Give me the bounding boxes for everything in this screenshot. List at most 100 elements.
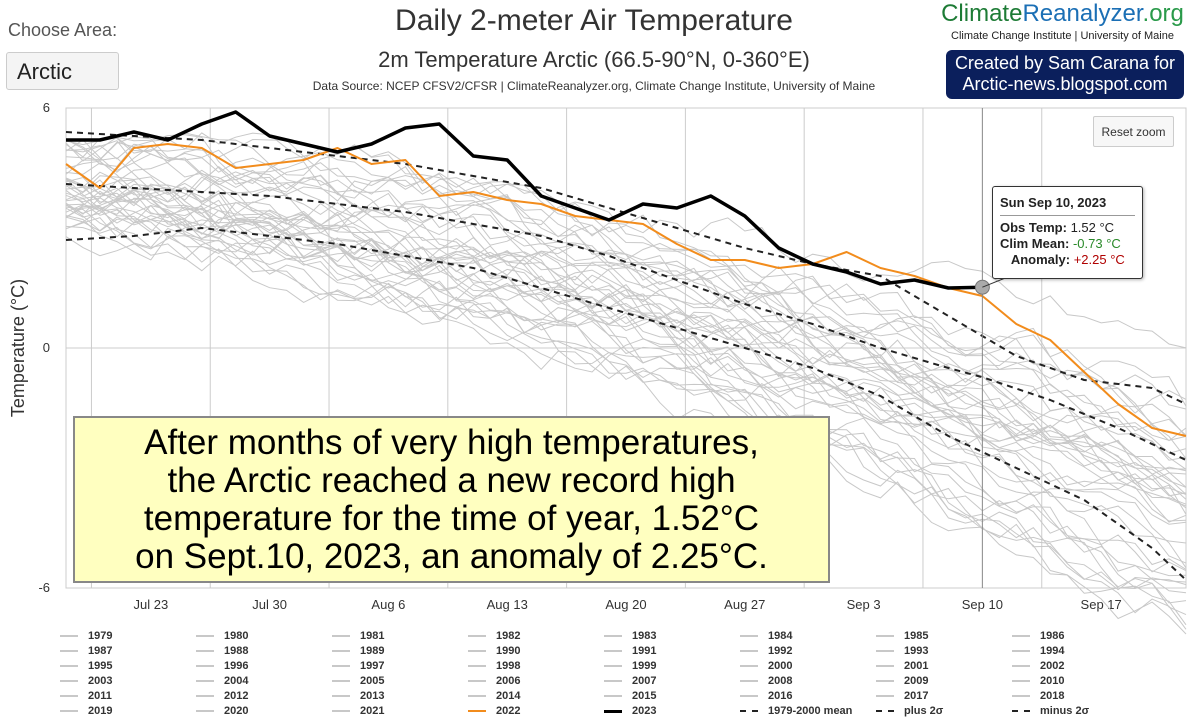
legend-label: 2007 (632, 675, 657, 687)
legend-swatch (604, 695, 622, 698)
legend-item-1994[interactable]: 1994 (1012, 645, 1064, 657)
legend-item-1995[interactable]: 1995 (60, 660, 112, 672)
tooltip-obs: Obs Temp: 1.52 °C (1000, 220, 1115, 235)
legend-swatch (876, 680, 894, 683)
background-year-line (65, 215, 1187, 594)
legend-item-1998[interactable]: 1998 (468, 660, 520, 672)
legend-swatch (196, 680, 214, 683)
background-year-line (65, 205, 1187, 589)
legend-swatch (604, 665, 622, 668)
logo-subtext: Climate Change Institute | University of… (951, 30, 1174, 42)
climate-reanalyzer-logo[interactable]: ClimateReanalyzer.org Climate Change Ins… (940, 0, 1185, 42)
legend-label: 1997 (360, 660, 385, 672)
background-year-line (65, 183, 1187, 461)
legend-item-2023[interactable]: 2023 (604, 705, 656, 717)
legend-swatch (60, 650, 78, 653)
legend-swatch (60, 710, 78, 713)
legend-swatch (1012, 650, 1030, 653)
legend-item-1983[interactable]: 1983 (604, 630, 656, 642)
legend-item-1989[interactable]: 1989 (332, 645, 384, 657)
legend-swatch (740, 710, 758, 713)
legend-swatch (332, 695, 350, 698)
background-year-line (65, 138, 1187, 349)
legend-item-1986[interactable]: 1986 (1012, 630, 1064, 642)
area-select[interactable]: Arctic (6, 52, 119, 90)
legend-item-1985[interactable]: 1985 (876, 630, 928, 642)
legend-item-1982[interactable]: 1982 (468, 630, 520, 642)
legend-label: 1979-2000 mean (768, 705, 853, 717)
background-year-line (65, 176, 1187, 522)
legend-label: 1994 (1040, 645, 1065, 657)
legend-item-2021[interactable]: 2021 (332, 705, 384, 717)
legend-label: 1987 (88, 645, 113, 657)
legend-label: 2003 (88, 675, 113, 687)
background-year-line (65, 160, 1187, 505)
legend-item-1991[interactable]: 1991 (604, 645, 656, 657)
y-tick-label: 0 (43, 340, 50, 355)
legend-label: 2010 (1040, 675, 1065, 687)
chart-tooltip: Sun Sep 10, 2023 Obs Temp: 1.52 °C Clim … (992, 186, 1143, 279)
legend-label: 2021 (360, 705, 385, 717)
legend-item-2004[interactable]: 2004 (196, 675, 248, 687)
legend-label: 2012 (224, 690, 249, 702)
legend-item-2003[interactable]: 2003 (60, 675, 112, 687)
legend-item-2001[interactable]: 2001 (876, 660, 928, 672)
legend-label: 2023 (632, 705, 657, 717)
legend-item-minus-2-[interactable]: minus 2σ (1012, 705, 1089, 717)
legend-item-2007[interactable]: 2007 (604, 675, 656, 687)
legend-item-1999[interactable]: 1999 (604, 660, 656, 672)
logo-text: ClimateReanalyzer.org (941, 0, 1184, 27)
legend-item-2016[interactable]: 2016 (740, 690, 792, 702)
chart-subtitle: 2m Temperature Arctic (66.5-90°N, 0-360°… (378, 47, 810, 72)
legend-item-1990[interactable]: 1990 (468, 645, 520, 657)
legend-item-1988[interactable]: 1988 (196, 645, 248, 657)
legend-item-2017[interactable]: 2017 (876, 690, 928, 702)
legend-swatch (876, 635, 894, 638)
legend-item-1997[interactable]: 1997 (332, 660, 384, 672)
callout-line-2: the Arctic reached a new record high (167, 461, 736, 500)
legend-label: 1993 (904, 645, 929, 657)
legend-item-1979[interactable]: 1979 (60, 630, 112, 642)
legend-item-1980[interactable]: 1980 (196, 630, 248, 642)
background-year-line (65, 157, 1187, 488)
legend-item-1979-2000-mean[interactable]: 1979-2000 mean (740, 705, 852, 717)
legend-item-2020[interactable]: 2020 (196, 705, 248, 717)
legend-item-plus-2-[interactable]: plus 2σ (876, 705, 943, 717)
legend-item-2019[interactable]: 2019 (60, 705, 112, 717)
legend-item-1996[interactable]: 1996 (196, 660, 248, 672)
legend-item-2002[interactable]: 2002 (1012, 660, 1064, 672)
legend-item-2012[interactable]: 2012 (196, 690, 248, 702)
legend-item-1992[interactable]: 1992 (740, 645, 792, 657)
legend-item-2006[interactable]: 2006 (468, 675, 520, 687)
legend-swatch (468, 695, 486, 698)
reset-zoom-button[interactable]: Reset zoom (1093, 116, 1174, 147)
legend-swatch (604, 635, 622, 638)
legend-item-1987[interactable]: 1987 (60, 645, 112, 657)
legend-swatch (876, 650, 894, 653)
legend-item-2022[interactable]: 2022 (468, 705, 520, 717)
legend-swatch (1012, 695, 1030, 698)
legend-label: 2019 (88, 705, 113, 717)
callout-line-3: temperature for the time of year, 1.52°C (143, 499, 760, 538)
legend-item-2015[interactable]: 2015 (604, 690, 656, 702)
legend-item-2005[interactable]: 2005 (332, 675, 384, 687)
legend-item-2013[interactable]: 2013 (332, 690, 384, 702)
legend-item-2000[interactable]: 2000 (740, 660, 792, 672)
callout-line-1: After months of very high temperatures, (144, 423, 759, 462)
legend-swatch (60, 665, 78, 668)
legend-item-2011[interactable]: 2011 (60, 690, 112, 702)
legend-item-2010[interactable]: 2010 (1012, 675, 1064, 687)
legend-swatch (196, 710, 214, 713)
credit-line-2: Arctic-news.blogspot.com (962, 74, 1168, 94)
legend-item-1981[interactable]: 1981 (332, 630, 384, 642)
legend-item-1984[interactable]: 1984 (740, 630, 792, 642)
legend-swatch (196, 650, 214, 653)
legend-item-1993[interactable]: 1993 (876, 645, 928, 657)
legend-swatch (740, 635, 758, 638)
legend-item-2018[interactable]: 2018 (1012, 690, 1064, 702)
legend-item-2008[interactable]: 2008 (740, 675, 792, 687)
legend-item-2014[interactable]: 2014 (468, 690, 520, 702)
legend-item-2009[interactable]: 2009 (876, 675, 928, 687)
legend-label: 2011 (88, 690, 112, 702)
legend-swatch (332, 680, 350, 683)
